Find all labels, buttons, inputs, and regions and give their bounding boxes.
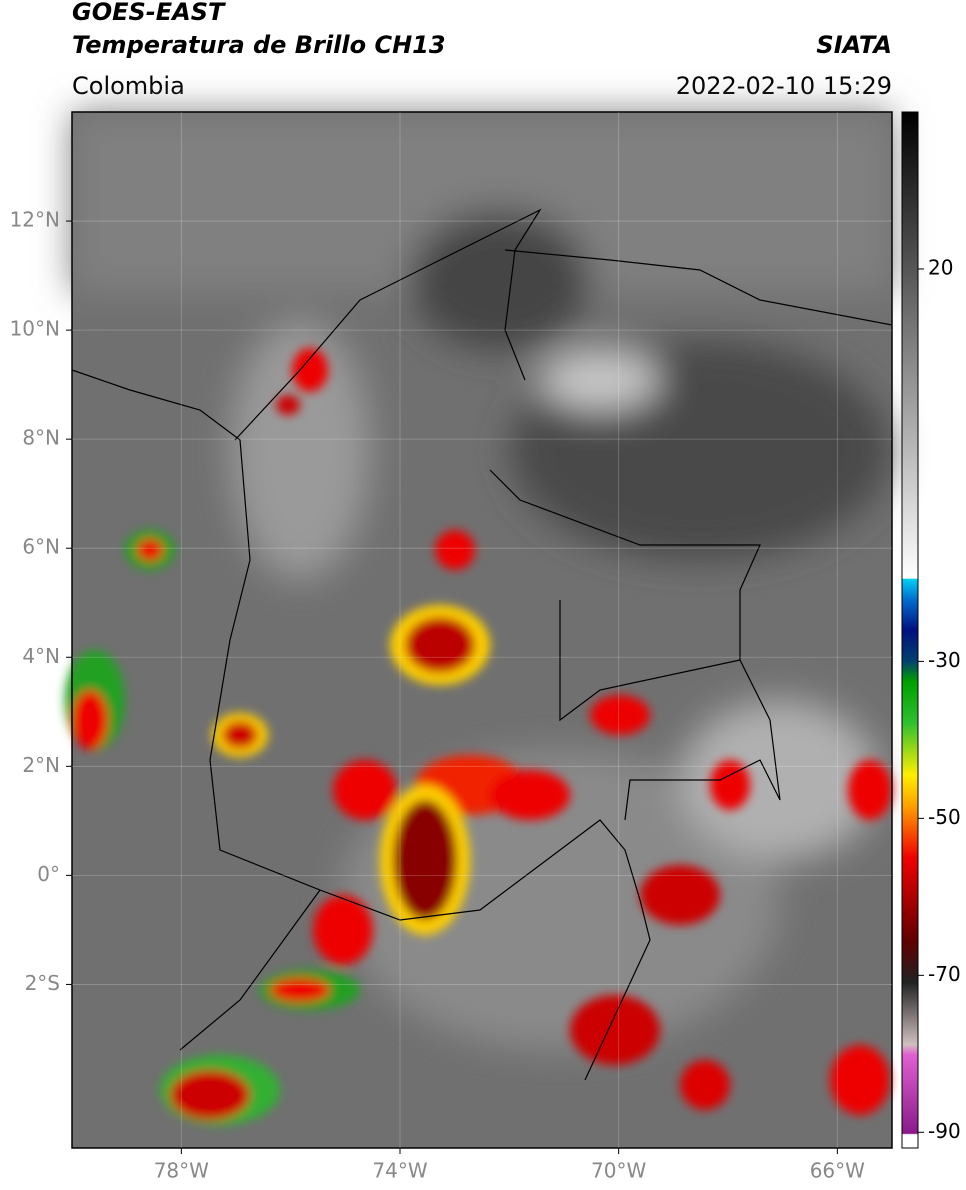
y-tick-label: 2°N	[22, 753, 60, 777]
x-tick-label: 70°W	[591, 1159, 646, 1183]
source: SIATA	[816, 31, 892, 59]
y-tick-label: 4°N	[22, 644, 60, 668]
satellite-image	[65, 111, 893, 1149]
y-tick-label: 8°N	[22, 426, 60, 450]
y-tick-label: 6°N	[22, 535, 60, 559]
colorbar-tick-label: -70	[928, 962, 961, 986]
subtitle: Temperatura de Brillo CH13	[72, 31, 446, 59]
y-tick-label: 2°S	[25, 971, 60, 995]
colorbar-tick-label: -90	[928, 1119, 961, 1143]
region: Colombia	[72, 72, 185, 100]
y-tick-label: 10°N	[10, 317, 60, 341]
y-tick-label: 12°N	[10, 208, 60, 232]
x-tick-label: 66°W	[810, 1159, 865, 1183]
colorbar-tick-label: -30	[928, 648, 961, 672]
colorbar-tick-label: 20	[928, 255, 953, 279]
y-tick-label: 0°	[37, 862, 60, 886]
datetime: 2022-02-10 15:29	[676, 72, 892, 100]
colorbar	[901, 111, 919, 1149]
x-tick-label: 74°W	[372, 1159, 427, 1183]
title: GOES-EAST	[72, 0, 226, 26]
x-tick-label: 78°W	[154, 1159, 209, 1183]
colorbar-tick-label: -50	[928, 805, 961, 829]
